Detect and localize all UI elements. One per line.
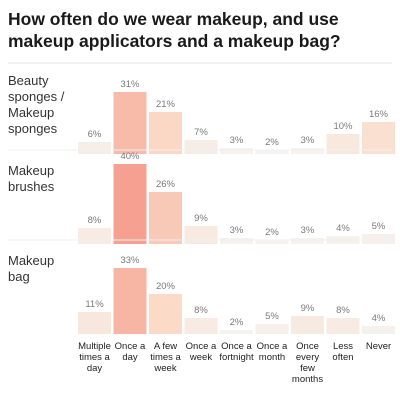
data-label: 7% — [194, 127, 208, 138]
row-label-2: Makeup bag — [8, 253, 54, 284]
data-label: 8% — [336, 305, 350, 316]
data-label: 9% — [301, 303, 315, 314]
bar — [362, 234, 395, 244]
bar — [78, 228, 111, 244]
category-label: Once every few months — [292, 341, 323, 385]
row-label-0: Beauty sponges / Makeup sponges — [8, 73, 65, 136]
data-label: 6% — [88, 129, 102, 140]
row-label-1: Makeup brushes — [8, 163, 55, 194]
bar — [220, 330, 253, 334]
bar — [362, 122, 395, 154]
data-label: 5% — [372, 221, 386, 232]
category-label: Once a day — [115, 341, 146, 363]
bar — [255, 324, 289, 334]
bar — [113, 268, 147, 334]
data-label: 2% — [265, 137, 279, 148]
data-label: 40% — [120, 151, 140, 162]
data-label: 2% — [265, 227, 279, 238]
data-label: 5% — [265, 311, 279, 322]
category-label: A few times a week — [150, 341, 181, 374]
bar — [291, 238, 324, 244]
bar — [149, 192, 182, 244]
data-label: 21% — [156, 99, 176, 110]
bar — [184, 226, 218, 244]
data-label: 4% — [372, 313, 386, 324]
bar — [326, 318, 360, 334]
data-label: 3% — [230, 225, 244, 236]
data-label: 20% — [156, 281, 176, 292]
bar — [78, 312, 111, 334]
data-label: 3% — [301, 135, 315, 146]
bar — [326, 134, 360, 154]
bar — [78, 142, 111, 154]
bar — [220, 238, 253, 244]
data-label: 33% — [120, 255, 140, 266]
data-label: 31% — [120, 79, 140, 90]
bar — [113, 92, 147, 154]
category-label: Multiple times a day — [78, 341, 111, 374]
data-label: 10% — [333, 121, 353, 132]
data-label: 26% — [156, 179, 176, 190]
bar — [291, 148, 324, 154]
bar — [362, 326, 395, 334]
data-label: 3% — [301, 225, 315, 236]
bar — [184, 140, 218, 154]
category-label: Once a month — [257, 341, 288, 363]
bar — [291, 316, 324, 334]
data-label: 2% — [230, 317, 244, 328]
data-label: 8% — [194, 305, 208, 316]
bar — [113, 164, 147, 244]
data-label: 3% — [230, 135, 244, 146]
category-label: Once a fortnight — [219, 341, 254, 363]
bar — [149, 112, 182, 154]
data-label: 4% — [336, 223, 350, 234]
data-label: 8% — [88, 215, 102, 226]
category-label: Never — [366, 341, 391, 352]
bar — [149, 294, 182, 334]
bar — [184, 318, 218, 334]
category-label: Once a week — [186, 341, 217, 363]
data-label: 9% — [194, 213, 208, 224]
bar — [255, 150, 289, 154]
chart-title: How often do we wear makeup, and use mak… — [8, 9, 341, 51]
data-label: 16% — [369, 109, 389, 120]
bar — [220, 148, 253, 154]
category-label: Less often — [332, 341, 353, 363]
data-label: 11% — [85, 299, 104, 310]
bar — [255, 240, 289, 244]
